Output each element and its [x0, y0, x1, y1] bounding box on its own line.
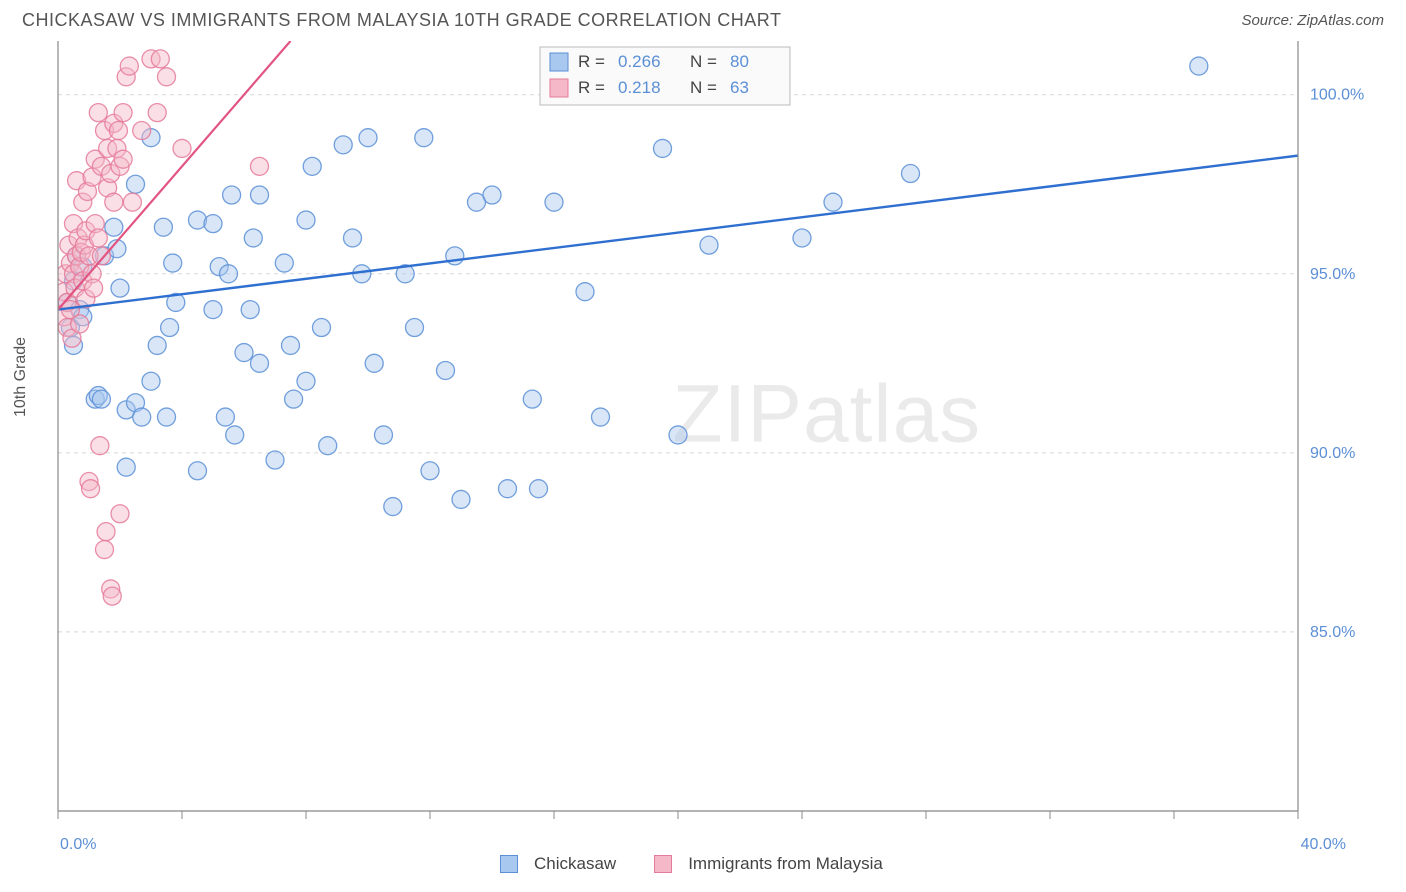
x-max-label: 40.0%	[1301, 836, 1346, 854]
legend-swatch-malaysia	[654, 855, 672, 873]
svg-text:80: 80	[730, 52, 749, 71]
chart-title: CHICKASAW VS IMMIGRANTS FROM MALAYSIA 10…	[22, 10, 781, 31]
x-axis-labels: 0.0% 40.0%	[0, 832, 1406, 854]
scatter-chart: 85.0% 90.0% 95.0% 100.0% ZIPatlas R = 0.266 N =…	[0, 37, 1406, 832]
header: CHICKASAW VS IMMIGRANTS FROM MALAYSIA 10…	[0, 0, 1406, 37]
legend-label-chickasaw: Chickasaw	[534, 854, 616, 874]
x-min-label: 0.0%	[60, 836, 96, 854]
svg-text:R =: R =	[578, 52, 605, 71]
svg-text:100.0%: 100.0%	[1310, 87, 1364, 104]
svg-text:85.0%: 85.0%	[1310, 624, 1355, 641]
svg-text:N =: N =	[690, 78, 717, 97]
svg-text:R =: R =	[578, 78, 605, 97]
source-attribution: Source: ZipAtlas.com	[1241, 12, 1384, 29]
svg-text:ZIPatlas: ZIPatlas	[672, 368, 981, 459]
svg-text:N =: N =	[690, 52, 717, 71]
chart-container: 10th Grade 85.0% 90.0% 95.0% 100.0% ZIPatlas…	[0, 37, 1406, 832]
svg-text:0.266: 0.266	[618, 52, 661, 71]
svg-text:95.0%: 95.0%	[1310, 266, 1355, 283]
legend-swatch-chickasaw	[500, 855, 518, 873]
svg-text:63: 63	[730, 78, 749, 97]
legend: Chickasaw Immigrants from Malaysia	[0, 854, 1406, 874]
svg-text:0.218: 0.218	[618, 78, 661, 97]
y-axis-label: 10th Grade	[12, 337, 30, 417]
svg-text:90.0%: 90.0%	[1310, 445, 1355, 462]
legend-label-malaysia: Immigrants from Malaysia	[688, 854, 883, 874]
